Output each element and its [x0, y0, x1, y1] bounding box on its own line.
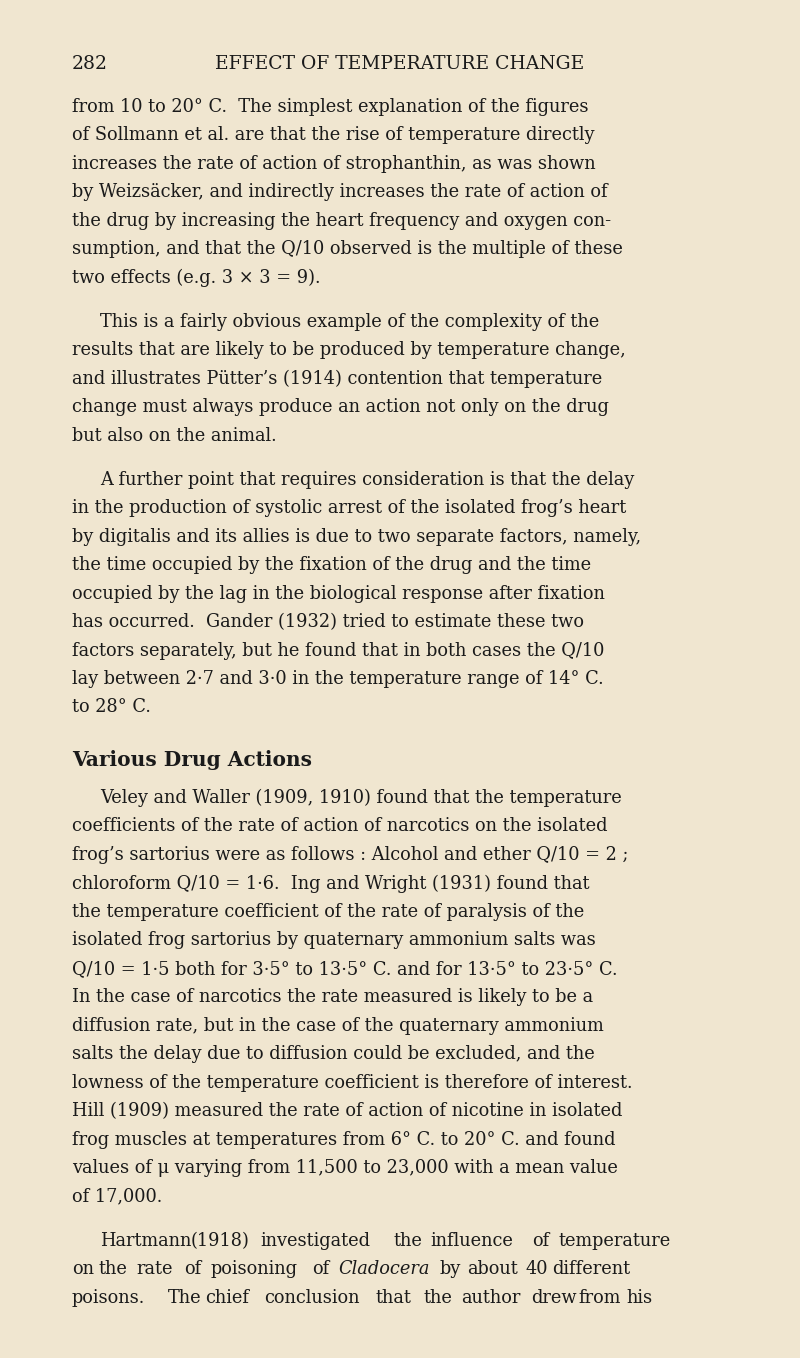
Text: increases the rate of action of strophanthin, as was shown: increases the rate of action of strophan… — [72, 155, 596, 172]
Text: chief: chief — [206, 1289, 250, 1306]
Text: poisons.: poisons. — [72, 1289, 146, 1306]
Text: diffusion rate, but in the case of the quaternary ammonium: diffusion rate, but in the case of the q… — [72, 1017, 604, 1035]
Text: Q/10 = 1·5 both for 3·5° to 13·5° C. and for 13·5° to 23·5° C.: Q/10 = 1·5 both for 3·5° to 13·5° C. and… — [72, 960, 618, 978]
Text: (1918): (1918) — [190, 1232, 250, 1249]
Text: sumption, and that the Q/10 observed is the multiple of these: sumption, and that the Q/10 observed is … — [72, 240, 623, 258]
Text: but also on the animal.: but also on the animal. — [72, 426, 277, 444]
Text: Various Drug Actions: Various Drug Actions — [72, 751, 312, 770]
Text: influence: influence — [430, 1232, 514, 1249]
Text: drew: drew — [530, 1289, 576, 1306]
Text: This is a fairly obvious example of the complexity of the: This is a fairly obvious example of the … — [100, 312, 599, 331]
Text: of: of — [532, 1232, 550, 1249]
Text: A further point that requires consideration is that the delay: A further point that requires considerat… — [100, 471, 634, 489]
Text: frog muscles at temperatures from 6° C. to 20° C. and found: frog muscles at temperatures from 6° C. … — [72, 1131, 615, 1149]
Text: to 28° C.: to 28° C. — [72, 698, 151, 717]
Text: Hartmann: Hartmann — [100, 1232, 191, 1249]
Text: of: of — [184, 1260, 202, 1278]
Text: change must always produce an action not only on the drug: change must always produce an action not… — [72, 398, 609, 416]
Text: of Sollmann et al. are that the rise of temperature directly: of Sollmann et al. are that the rise of … — [72, 126, 594, 144]
Text: the temperature coefficient of the rate of paralysis of the: the temperature coefficient of the rate … — [72, 903, 584, 921]
Text: from 10 to 20° C.  The simplest explanation of the figures: from 10 to 20° C. The simplest explanati… — [72, 98, 589, 115]
Text: EFFECT OF TEMPERATURE CHANGE: EFFECT OF TEMPERATURE CHANGE — [215, 56, 585, 73]
Text: different: different — [552, 1260, 630, 1278]
Text: results that are likely to be produced by temperature change,: results that are likely to be produced b… — [72, 341, 626, 359]
Text: lowness of the temperature coefficient is therefore of interest.: lowness of the temperature coefficient i… — [72, 1074, 633, 1092]
Text: poisoning: poisoning — [210, 1260, 298, 1278]
Text: temperature: temperature — [558, 1232, 671, 1249]
Text: the: the — [424, 1289, 453, 1306]
Text: Hill (1909) measured the rate of action of nicotine in isolated: Hill (1909) measured the rate of action … — [72, 1103, 622, 1120]
Text: 40: 40 — [526, 1260, 548, 1278]
Text: occupied by the lag in the biological response after fixation: occupied by the lag in the biological re… — [72, 584, 605, 603]
Text: two effects (e.g. 3 × 3 = 9).: two effects (e.g. 3 × 3 = 9). — [72, 269, 321, 287]
Text: The: The — [168, 1289, 202, 1306]
Text: the drug by increasing the heart frequency and oxygen con-: the drug by increasing the heart frequen… — [72, 212, 611, 230]
Text: of: of — [312, 1260, 330, 1278]
Text: in the production of systolic arrest of the isolated frog’s heart: in the production of systolic arrest of … — [72, 500, 626, 517]
Text: from: from — [578, 1289, 621, 1306]
Text: by Weizsäcker, and indirectly increases the rate of action of: by Weizsäcker, and indirectly increases … — [72, 183, 608, 201]
Text: the: the — [98, 1260, 127, 1278]
Text: has occurred.  Gander (1932) tried to estimate these two: has occurred. Gander (1932) tried to est… — [72, 612, 584, 631]
Text: chloroform Q/10 = 1·6.  Ing and Wright (1931) found that: chloroform Q/10 = 1·6. Ing and Wright (1… — [72, 875, 590, 892]
Text: lay between 2·7 and 3·0 in the temperature range of 14° C.: lay between 2·7 and 3·0 in the temperatu… — [72, 669, 604, 689]
Text: factors separately, but he found that in both cases the Q/10: factors separately, but he found that in… — [72, 641, 604, 660]
Text: conclusion: conclusion — [264, 1289, 359, 1306]
Text: by digitalis and its allies is due to two separate factors, namely,: by digitalis and its allies is due to tw… — [72, 528, 641, 546]
Text: rate: rate — [136, 1260, 173, 1278]
Text: In the case of narcotics the rate measured is likely to be a: In the case of narcotics the rate measur… — [72, 989, 593, 1006]
Text: coefficients of the rate of action of narcotics on the isolated: coefficients of the rate of action of na… — [72, 818, 607, 835]
Text: salts the delay due to diffusion could be excluded, and the: salts the delay due to diffusion could b… — [72, 1046, 594, 1063]
Text: the: the — [394, 1232, 422, 1249]
Text: values of μ varying from 11,500 to 23,000 with a mean value: values of μ varying from 11,500 to 23,00… — [72, 1158, 618, 1177]
Text: 282: 282 — [72, 56, 108, 73]
Text: the time occupied by the fixation of the drug and the time: the time occupied by the fixation of the… — [72, 557, 591, 574]
Text: about: about — [466, 1260, 518, 1278]
Text: that: that — [376, 1289, 412, 1306]
Text: Cladocera: Cladocera — [338, 1260, 430, 1278]
Text: on: on — [72, 1260, 94, 1278]
Text: his: his — [626, 1289, 653, 1306]
Text: and illustrates Pütter’s (1914) contention that temperature: and illustrates Pütter’s (1914) contenti… — [72, 369, 602, 388]
Text: by: by — [440, 1260, 462, 1278]
Text: investigated: investigated — [260, 1232, 370, 1249]
Text: isolated frog sartorius by quaternary ammonium salts was: isolated frog sartorius by quaternary am… — [72, 932, 596, 949]
Text: Veley and Waller (1909, 1910) found that the temperature: Veley and Waller (1909, 1910) found that… — [100, 789, 622, 807]
Text: author: author — [462, 1289, 521, 1306]
Text: of 17,000.: of 17,000. — [72, 1187, 162, 1206]
Text: frog’s sartorius were as follows : Alcohol and ether Q/10 = 2 ;: frog’s sartorius were as follows : Alcoh… — [72, 846, 628, 864]
